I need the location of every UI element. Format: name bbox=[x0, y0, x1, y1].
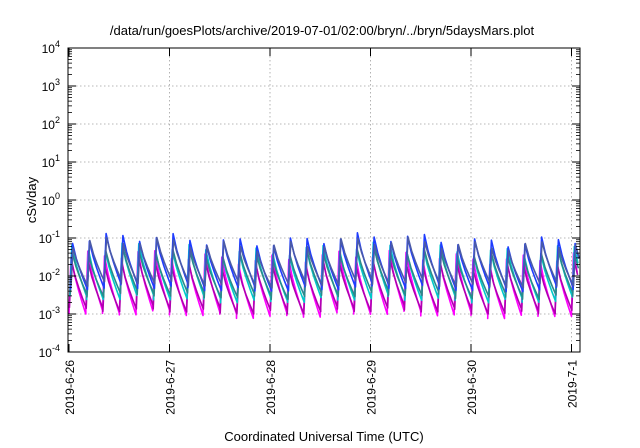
y-tick-label: 103 bbox=[42, 77, 60, 94]
y-tick-label: 10-1 bbox=[39, 229, 60, 246]
grid bbox=[68, 48, 580, 352]
x-tick-label: 2019-6-28 bbox=[264, 360, 278, 415]
x-tick-label: 2019-6-30 bbox=[465, 360, 479, 415]
x-axis-label: Coordinated Universal Time (UTC) bbox=[224, 429, 423, 444]
x-tick-label: 2019-7-1 bbox=[566, 360, 580, 408]
x-tick-label: 2019-6-27 bbox=[164, 360, 178, 415]
series-line bbox=[70, 236, 580, 289]
y-tick-label: 10-2 bbox=[39, 267, 60, 284]
series-line bbox=[69, 232, 580, 293]
x-axis: 2019-6-26 2019-6-27 2019-6-28 2019-6-29 2019… bbox=[63, 48, 580, 415]
y-tick-label: 104 bbox=[42, 39, 60, 56]
series-group bbox=[68, 232, 580, 320]
y-axis-label: cSv/day bbox=[24, 176, 39, 223]
y-tick-label: 100 bbox=[42, 191, 60, 208]
x-tick-label: 2019-6-29 bbox=[365, 360, 379, 415]
y-tick-label: 101 bbox=[42, 153, 60, 170]
y-tick-label: 102 bbox=[42, 115, 60, 132]
x-tick-label: 2019-6-26 bbox=[63, 360, 77, 415]
y-tick-label: 10-3 bbox=[39, 305, 60, 322]
chart-title: /data/run/goesPlots/archive/2019-07-01/0… bbox=[110, 23, 535, 38]
y-tick-label: 10-4 bbox=[39, 343, 60, 360]
y-axis: 104 103 102 101 100 10-1 10-2 10-3 10-4 bbox=[39, 39, 580, 360]
